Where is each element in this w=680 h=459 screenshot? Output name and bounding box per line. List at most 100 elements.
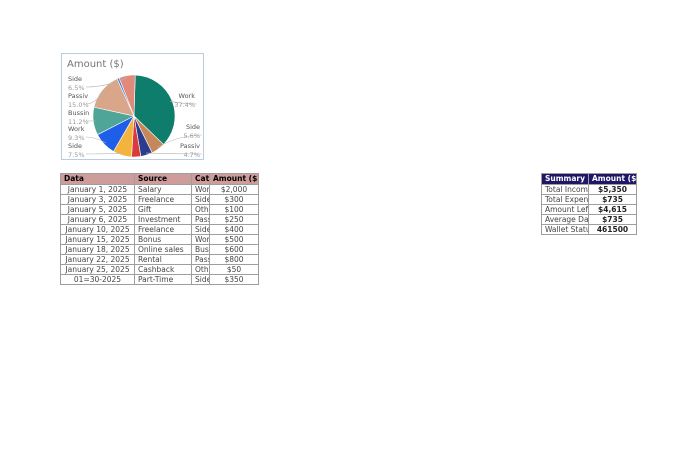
cell-category[interactable]: Side bbox=[191, 274, 210, 285]
pie-slice-label: Side bbox=[68, 75, 82, 83]
header-source[interactable]: Source bbox=[134, 173, 192, 185]
pie-leader-line bbox=[156, 134, 203, 148]
cell-category[interactable]: Other bbox=[191, 204, 210, 215]
table-row: January 25, 2025CashbackOther$50 bbox=[60, 264, 259, 275]
cell-date[interactable]: January 5, 2025 bbox=[60, 204, 135, 215]
cell-date[interactable]: January 1, 2025 bbox=[60, 184, 135, 195]
cell-date[interactable]: January 25, 2025 bbox=[60, 264, 135, 275]
pie-slice[interactable] bbox=[118, 74, 136, 117]
cell-category[interactable]: Bussin bbox=[191, 244, 210, 255]
summary-row: Total Income $5,350 bbox=[541, 184, 637, 195]
pie-chart-svg: Work37.4%Side5.6%Passiv4.7%Side7.5%Work9… bbox=[68, 74, 203, 159]
summary-value[interactable]: 461500 bbox=[588, 224, 637, 235]
pie-leader-line bbox=[85, 77, 128, 88]
cell-category[interactable]: Passive bbox=[191, 214, 210, 225]
cell-date[interactable]: January 3, 2025 bbox=[60, 194, 135, 205]
header-date[interactable]: Data bbox=[60, 173, 135, 185]
table-row: January 6, 2025InvestmentPassive$250 bbox=[60, 214, 259, 225]
summary-row: Average Daily Expense$735 bbox=[541, 214, 637, 225]
cell-source[interactable]: Online sales bbox=[134, 244, 192, 255]
table-row: January 5, 2025GiftOther$100 bbox=[60, 204, 259, 215]
summary-header-row: Summary Amount ($) bbox=[541, 173, 637, 185]
cell-date[interactable]: 01=30-2025 bbox=[60, 274, 135, 285]
cell-category[interactable]: Side bbox=[191, 194, 210, 205]
cell-date[interactable]: January 6, 2025 bbox=[60, 214, 135, 225]
cell-source[interactable]: Part-Time bbox=[134, 274, 192, 285]
chart-title: Amount ($) bbox=[67, 59, 124, 70]
table-row: January 15, 2025BonusWork$500 bbox=[60, 234, 259, 245]
summary-row: Amount Left $4,615 bbox=[541, 204, 637, 215]
cell-source[interactable]: Investment bbox=[134, 214, 192, 225]
cell-amount[interactable]: $100 bbox=[209, 204, 259, 215]
cell-amount[interactable]: $400 bbox=[209, 224, 259, 235]
cell-amount[interactable]: $2,000 bbox=[209, 184, 259, 195]
header-amount[interactable]: Amount ($) bbox=[209, 173, 259, 185]
cell-date[interactable]: January 10, 2025 bbox=[60, 224, 135, 235]
summary-label[interactable]: Amount Left bbox=[541, 204, 589, 215]
pie-leader-line bbox=[85, 153, 123, 155]
summary-value[interactable]: $5,350 bbox=[588, 184, 637, 195]
cell-amount[interactable]: $350 bbox=[209, 274, 259, 285]
summary-value[interactable]: $735 bbox=[588, 214, 637, 225]
pie-slice-percent: 11.2% bbox=[68, 118, 89, 126]
cell-source[interactable]: Freelance bbox=[134, 224, 192, 235]
cell-amount[interactable]: $300 bbox=[209, 194, 259, 205]
cell-date[interactable]: January 15, 2025 bbox=[60, 234, 135, 245]
cell-category[interactable]: Other bbox=[191, 264, 210, 275]
pie-slice-label: Work bbox=[68, 125, 85, 133]
cell-amount[interactable]: $800 bbox=[209, 254, 259, 265]
cell-source[interactable]: Cashback bbox=[134, 264, 192, 275]
cell-source[interactable]: Rental bbox=[134, 254, 192, 265]
cell-date[interactable]: January 22, 2025 bbox=[60, 254, 135, 265]
table-row: January 10, 2025FreelanceSide$400 bbox=[60, 224, 259, 235]
pie-slice-label: Passiv bbox=[68, 92, 88, 100]
pie-leader-line bbox=[145, 152, 203, 155]
cell-category[interactable]: Work bbox=[191, 234, 210, 245]
pie-slice-label: Passiv bbox=[180, 142, 200, 150]
summary-row: Wallet Status (461500 bbox=[541, 224, 637, 235]
income-data-table: Data Source Category Amount ($) January … bbox=[60, 173, 259, 285]
pie-slice[interactable] bbox=[133, 74, 176, 145]
pie-leader-line bbox=[85, 136, 106, 144]
pie-chart[interactable]: Amount ($) Work 37.4% Side 5.6% Passiv 4.7% Si… bbox=[61, 53, 204, 160]
cell-amount[interactable]: $600 bbox=[209, 244, 259, 255]
pie-slice-label: Bussin bbox=[68, 109, 89, 117]
summary-header-label[interactable]: Summary bbox=[541, 173, 589, 185]
pie-leader-line bbox=[85, 91, 104, 105]
cell-source[interactable]: Bonus bbox=[134, 234, 192, 245]
table-header-row: Data Source Category Amount ($) bbox=[60, 173, 259, 185]
summary-header-amount[interactable]: Amount ($) bbox=[588, 173, 637, 185]
table-row: January 1, 2025SalaryWork$2,000 bbox=[60, 184, 259, 195]
cell-source[interactable]: Freelance bbox=[134, 194, 192, 205]
cell-amount[interactable]: $500 bbox=[209, 234, 259, 245]
cell-source[interactable]: Salary bbox=[134, 184, 192, 195]
table-row: January 3, 2025FreelanceSide$300 bbox=[60, 194, 259, 205]
summary-row: Total Expense$735 bbox=[541, 194, 637, 205]
pie-slice-percent: 15.0% bbox=[68, 101, 89, 109]
pie-leader-line bbox=[170, 101, 198, 105]
summary-label[interactable]: Average Daily Expense bbox=[541, 214, 589, 225]
cell-category[interactable]: Passive bbox=[191, 254, 210, 265]
summary-value[interactable]: $4,615 bbox=[588, 204, 637, 215]
summary-value[interactable]: $735 bbox=[588, 194, 637, 205]
pie-slice-percent: 4.7% bbox=[183, 151, 200, 159]
summary-label[interactable]: Total Income bbox=[541, 184, 589, 195]
cell-date[interactable]: January 18, 2025 bbox=[60, 244, 135, 255]
table-row: January 22, 2025RentalPassive$800 bbox=[60, 254, 259, 265]
cell-source[interactable]: Gift bbox=[134, 204, 192, 215]
pie-slice-percent: 7.5% bbox=[68, 151, 85, 159]
cell-category[interactable]: Side bbox=[191, 224, 210, 235]
pie-slice-percent: 9.3% bbox=[68, 134, 85, 142]
summary-label[interactable]: Wallet Status ( bbox=[541, 224, 589, 235]
cell-category[interactable]: Work bbox=[191, 184, 210, 195]
summary-label[interactable]: Total Expense bbox=[541, 194, 589, 205]
pie-slice-percent: 5.6% bbox=[183, 132, 200, 140]
pie-slice-label: Side bbox=[68, 142, 82, 150]
pie-slice-label: Work bbox=[179, 92, 196, 100]
cell-amount[interactable]: $250 bbox=[209, 214, 259, 225]
cell-amount[interactable]: $50 bbox=[209, 264, 259, 275]
header-category[interactable]: Category bbox=[191, 173, 210, 185]
summary-table: Summary Amount ($) Total Income $5,350 Tot… bbox=[541, 173, 637, 235]
